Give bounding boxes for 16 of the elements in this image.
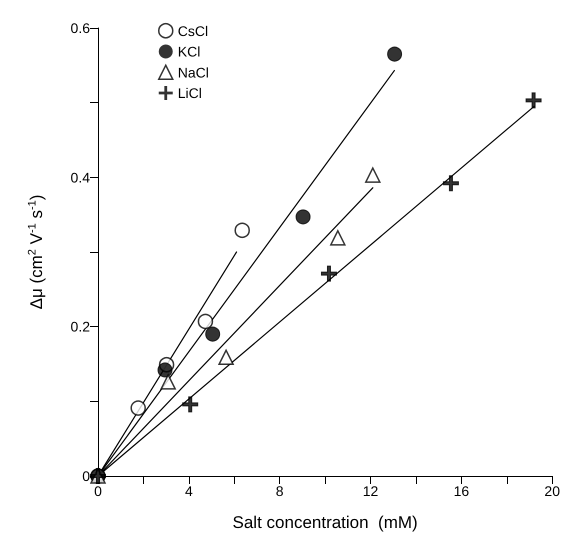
legend-label: LiCl xyxy=(178,85,202,101)
x-tick-label: 0 xyxy=(94,483,102,499)
y-tick-label: 0 xyxy=(82,468,90,484)
x-tick-label: 12 xyxy=(362,483,379,499)
y-tick-label: 0.6 xyxy=(70,20,90,36)
y-tick-label: 0.4 xyxy=(70,169,90,186)
x-tick-label: 8 xyxy=(276,483,284,499)
x-axis-title: Salt concentration (mM) xyxy=(232,513,418,532)
x-tick-label: 20 xyxy=(544,483,560,499)
legend-label: KCl xyxy=(178,44,200,60)
y-axis-title: Δμ (cm2 V-1 s-1) xyxy=(26,194,46,310)
legend-label: CsCl xyxy=(178,22,208,39)
y-tick-label: 0.2 xyxy=(70,318,90,335)
legend-label: NaCl xyxy=(178,64,209,80)
x-tick-label: 16 xyxy=(454,483,470,499)
x-tick-label: 4 xyxy=(184,483,193,499)
